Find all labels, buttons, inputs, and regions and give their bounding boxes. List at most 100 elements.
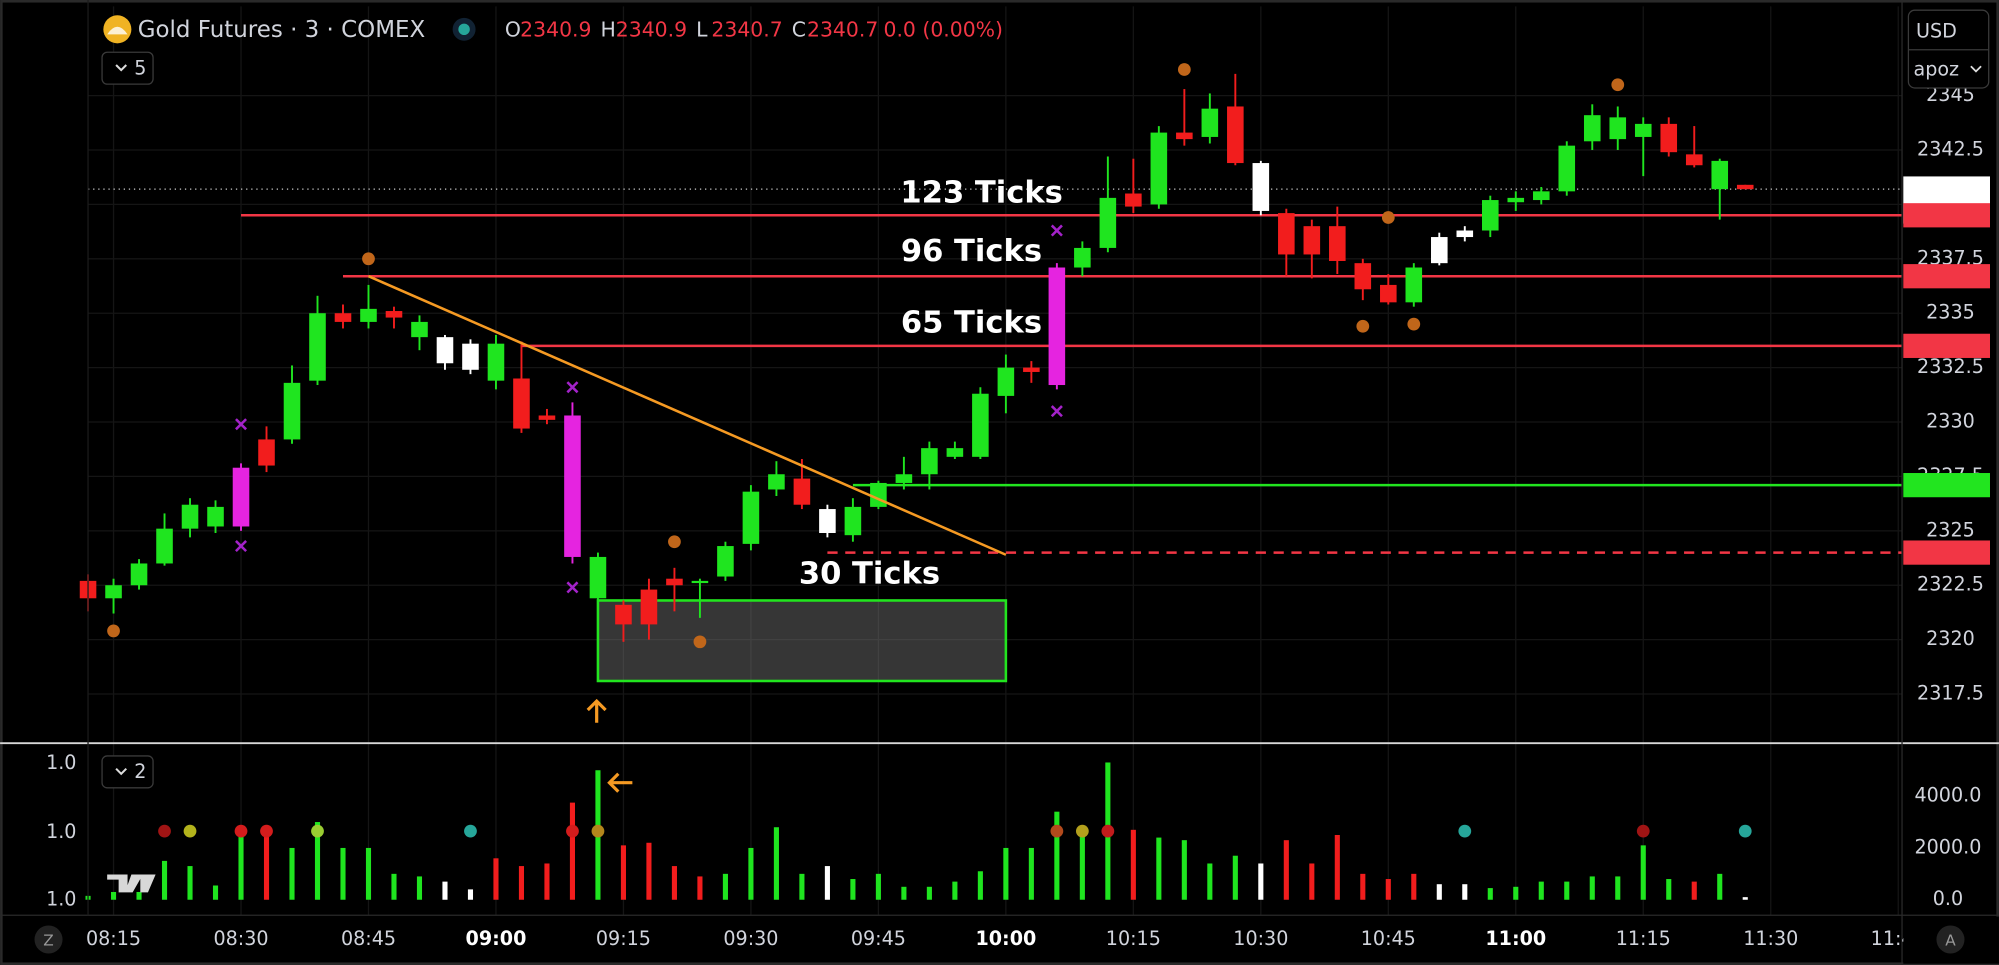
x-tick-label: 10:00	[975, 927, 1036, 950]
signal-dot	[1636, 824, 1650, 838]
volume-tick-label: 4000.0	[1914, 784, 1981, 807]
annotation: 96 Ticks	[901, 234, 1042, 269]
volume-indicators-count: 2	[134, 760, 146, 783]
left-arrow	[607, 772, 633, 793]
ohlc-value: 2340.7	[711, 18, 782, 42]
marker-cross	[1050, 224, 1063, 237]
market-status[interactable]	[458, 23, 470, 36]
volume-bar	[1487, 888, 1493, 900]
scale-left: Z	[43, 931, 53, 949]
candle-body	[181, 504, 199, 529]
ohlc-label: O	[505, 18, 521, 42]
volume-bar	[850, 879, 856, 900]
signal-dot	[234, 824, 248, 838]
volume-bar	[722, 873, 728, 900]
x-tick-label: 10:30	[1233, 927, 1288, 950]
auto-scale-button[interactable]	[1936, 925, 1965, 954]
level-tag	[1903, 473, 1990, 498]
volume-bar	[1411, 873, 1417, 900]
candle-body	[691, 580, 709, 584]
volume-bar	[799, 873, 805, 900]
signal-dot	[1075, 824, 1089, 838]
candle-body	[895, 474, 913, 483]
x-tick-label: 10:45	[1361, 927, 1416, 950]
signal-dot	[260, 824, 273, 838]
x-tick-label: 09:00	[466, 927, 527, 950]
candle-body	[1354, 263, 1372, 290]
overlay: 02:562340.723242327.12333.52336.72339.5 …	[34, 9, 1999, 964]
candle-body	[1303, 226, 1321, 255]
ohlc-legend: O 2340.9 H 2340.9 L 2340.7 C 2340.7	[505, 18, 878, 42]
x-tick-label: 11:15	[1616, 927, 1671, 950]
volume-bar	[1079, 829, 1085, 900]
candle-body	[742, 491, 760, 544]
volume-indicators-toggle[interactable]	[101, 755, 154, 789]
volume-bar	[1283, 840, 1289, 900]
candle-body	[972, 393, 989, 457]
candle-body	[1482, 200, 1499, 231]
candle-body	[1023, 367, 1040, 372]
candle-body	[232, 467, 250, 527]
volume-tick-label: 2000.0	[1914, 835, 1981, 858]
volume-bar	[1003, 847, 1009, 900]
candle-body	[946, 448, 964, 457]
candle-body	[462, 343, 479, 370]
candle-body	[334, 313, 352, 322]
volume-bar	[1156, 837, 1162, 900]
signal-dot	[158, 824, 171, 838]
volume-bar	[1360, 873, 1366, 900]
scale-label: 1.0	[46, 820, 76, 843]
zone	[596, 599, 1008, 683]
volume-bar	[1028, 847, 1034, 900]
candle-body	[1685, 154, 1703, 166]
candle-body	[156, 528, 173, 564]
volume-bar	[416, 876, 423, 900]
volume-bar	[1258, 863, 1264, 900]
signal-dot	[464, 824, 477, 838]
x-tick-label: 08:15	[86, 927, 141, 950]
candle-body	[615, 604, 632, 625]
volume-bar	[1334, 834, 1340, 900]
signal-dot	[183, 824, 197, 838]
level-tag	[1903, 264, 1990, 289]
candle-body	[1201, 108, 1219, 137]
volume-tick-label: 0.0	[1933, 887, 1963, 910]
candle-body	[105, 585, 122, 599]
indicators-toggle[interactable]	[101, 51, 154, 85]
candle-body	[1380, 284, 1397, 303]
candle-body	[1074, 247, 1091, 268]
volume-bar	[1589, 876, 1595, 900]
scale-right: A	[1945, 931, 1956, 949]
ohlc-value: 2340.9	[520, 18, 591, 42]
layout-unit: apoz	[1914, 58, 1960, 81]
x-tick-label: 08:45	[341, 927, 396, 950]
x-tick-label: 09:15	[596, 927, 651, 950]
volume-bar	[697, 876, 703, 900]
marker-dot	[1611, 78, 1625, 92]
candle-body	[1431, 237, 1448, 264]
currency: USD	[1916, 19, 1957, 42]
y-tick-label: 2342.5	[1917, 138, 1984, 161]
volume-bar	[773, 827, 779, 900]
candle-body	[1176, 132, 1193, 140]
volume-bar	[365, 847, 372, 900]
y-tick-label: 2330	[1926, 410, 1975, 433]
candle-body	[258, 439, 275, 466]
annotation: 123 Ticks	[900, 175, 1062, 210]
volume-bar	[161, 860, 168, 900]
volume-bar	[1436, 884, 1442, 900]
volume-bar	[875, 873, 881, 900]
marker-dot	[1381, 211, 1395, 224]
volume-bar	[1462, 884, 1468, 900]
marker-dot	[1407, 317, 1421, 331]
candle-body	[1532, 191, 1550, 201]
volume-bar	[1691, 881, 1697, 900]
level-tag	[1903, 540, 1990, 565]
x-tick-label: 09:45	[851, 927, 906, 950]
x-tick-label: 08:30	[213, 927, 268, 950]
y-tick-label: 2317.5	[1917, 682, 1984, 705]
candle-body	[1048, 267, 1066, 386]
candle-body	[717, 546, 734, 577]
scale-button[interactable]	[34, 925, 63, 954]
grid	[88, 6, 1903, 916]
